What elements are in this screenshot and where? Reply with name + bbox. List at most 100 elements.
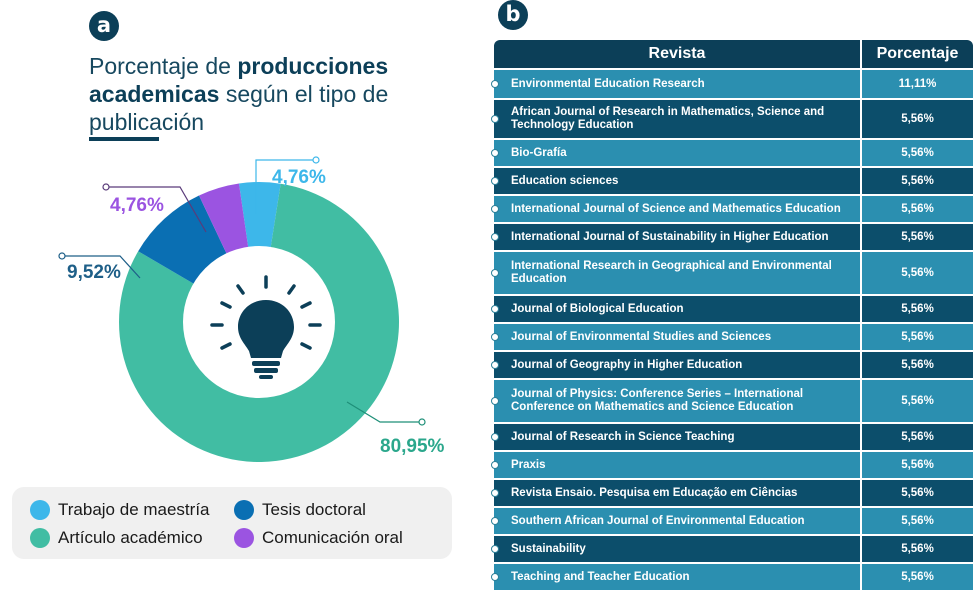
cell-revista: Journal of Physics: Conference Series – …	[494, 380, 860, 422]
table-row: Bio-Grafía 5,56%	[491, 140, 973, 166]
legend-item-comunicacion: Comunicación oral	[234, 528, 403, 548]
cell-porcentaje: 5,56%	[862, 100, 973, 138]
cell-porcentaje: 5,56%	[862, 424, 973, 450]
cell-revista: Journal of Environmental Studies and Sci…	[494, 324, 860, 350]
row-marker-dot	[491, 177, 499, 185]
leader-dot-tesis	[58, 252, 66, 260]
table-row: International Journal of Sustainability …	[491, 224, 973, 250]
cell-porcentaje: 5,56%	[862, 196, 973, 222]
table-row: Journal of Physics: Conference Series – …	[491, 380, 973, 422]
row-marker-dot	[491, 461, 499, 469]
cell-revista: Environmental Education Research	[494, 70, 860, 98]
cell-revista: African Journal of Research in Mathemati…	[494, 100, 860, 138]
legend-item-articulo: Artículo académico	[30, 528, 203, 548]
column-header-porcentaje: Porcentaje	[862, 40, 973, 68]
column-header-revista: Revista	[494, 40, 860, 68]
cell-porcentaje: 5,56%	[862, 352, 973, 378]
table-row: Environmental Education Research 11,11%	[491, 70, 973, 98]
leader-tesis	[62, 255, 141, 279]
lightbulb-icon	[210, 275, 322, 379]
leader-dot-articulo	[418, 418, 426, 426]
row-marker-dot	[491, 115, 499, 123]
legend-item-trabajo: Trabajo de maestría	[30, 500, 210, 520]
table-row: Journal of Environmental Studies and Sci…	[491, 324, 973, 350]
table-row: Teaching and Teacher Education 5,56%	[491, 564, 973, 590]
row-marker-dot	[491, 489, 499, 497]
cell-porcentaje: 5,56%	[862, 564, 973, 590]
row-marker-dot	[491, 433, 499, 441]
panel-a-badge: a	[89, 11, 119, 41]
slice-label-tesis: 9,52%	[67, 262, 121, 283]
cell-revista: Teaching and Teacher Education	[494, 564, 860, 590]
table-row: International Journal of Science and Mat…	[491, 196, 973, 222]
table-row: Journal of Geography in Higher Education…	[491, 352, 973, 378]
table-row: Revista Ensaio. Pesquisa em Educação em …	[491, 480, 973, 506]
row-marker-dot	[491, 205, 499, 213]
table-header: Revista Porcentaje	[494, 40, 973, 68]
legend-swatch-tesis	[234, 500, 254, 520]
row-marker-dot	[491, 233, 499, 241]
donut-chart: 4,76% 4,76% 9,52% 80,95%	[58, 156, 445, 462]
legend-label-tesis: Tesis doctoral	[262, 500, 366, 519]
cell-revista: Journal of Research in Science Teaching	[494, 424, 860, 450]
cell-porcentaje: 5,56%	[862, 380, 973, 422]
legend-swatch-comunicacion	[234, 528, 254, 548]
row-marker-dot	[491, 80, 499, 88]
table-row: International Research in Geographical a…	[491, 252, 973, 294]
slice-label-articulo: 80,95%	[380, 436, 445, 457]
legend-label-trabajo: Trabajo de maestría	[58, 500, 210, 519]
table-row: Praxis 5,56%	[491, 452, 973, 478]
cell-porcentaje: 11,11%	[862, 70, 973, 98]
leader-comunicacion	[106, 186, 207, 233]
leader-dot-trabajo	[312, 156, 320, 164]
table-body: Environmental Education Research 11,11% Af…	[491, 70, 973, 590]
row-marker-dot	[491, 573, 499, 581]
cell-porcentaje: 5,56%	[862, 324, 973, 350]
row-marker-dot	[491, 517, 499, 525]
legend-swatch-trabajo	[30, 500, 50, 520]
table-row: Sustainability 5,56%	[491, 536, 973, 562]
row-marker-dot	[491, 305, 499, 313]
cell-revista: Bio-Grafía	[494, 140, 860, 166]
cell-porcentaje: 5,56%	[862, 508, 973, 534]
cell-porcentaje: 5,56%	[862, 452, 973, 478]
title-underline	[89, 137, 159, 141]
panel-b-badge: b	[498, 0, 528, 30]
leader-dot-comunicacion	[102, 183, 110, 191]
row-marker-dot	[491, 397, 499, 405]
title-part-2: producciones academicas	[89, 53, 389, 107]
cell-porcentaje: 5,56%	[862, 296, 973, 322]
legend-item-tesis: Tesis doctoral	[234, 500, 366, 520]
table-row: Journal of Biological Education 5,56%	[491, 296, 973, 322]
table-row: Journal of Research in Science Teaching 5…	[491, 424, 973, 450]
cell-revista: Journal of Biological Education	[494, 296, 860, 322]
table-row: African Journal of Research in Mathemati…	[491, 100, 973, 138]
row-marker-dot	[491, 149, 499, 157]
cell-revista: International Research in Geographical a…	[494, 252, 860, 294]
cell-revista: Education sciences	[494, 168, 860, 194]
legend-label-comunicacion: Comunicación oral	[262, 528, 403, 547]
row-marker-dot	[491, 269, 499, 277]
leader-trabajo	[255, 159, 316, 214]
table-row: Education sciences 5,56%	[491, 168, 973, 194]
cell-revista: International Journal of Sustainability …	[494, 224, 860, 250]
table-row: Southern African Journal of Environmenta…	[491, 508, 973, 534]
cell-porcentaje: 5,56%	[862, 140, 973, 166]
cell-revista: Revista Ensaio. Pesquisa em Educação em …	[494, 480, 860, 506]
title-part-3: según el tipo de publicación	[89, 81, 389, 135]
cell-revista: Southern African Journal of Environmenta…	[494, 508, 860, 534]
cell-revista: Praxis	[494, 452, 860, 478]
cell-revista: Journal of Geography in Higher Education	[494, 352, 860, 378]
chart-legend: Trabajo de maestría Tesis doctoral Artíc…	[12, 487, 452, 559]
cell-porcentaje: 5,56%	[862, 224, 973, 250]
legend-swatch-articulo	[30, 528, 50, 548]
cell-porcentaje: 5,56%	[862, 168, 973, 194]
legend-label-articulo: Artículo académico	[58, 528, 203, 547]
row-marker-dot	[491, 333, 499, 341]
row-marker-dot	[491, 545, 499, 553]
leader-articulo	[346, 401, 422, 423]
cell-revista: Sustainability	[494, 536, 860, 562]
journal-table: Revista Porcentaje Environmental Educati…	[491, 40, 973, 590]
cell-porcentaje: 5,56%	[862, 480, 973, 506]
slice-label-trabajo: 4,76%	[272, 167, 326, 188]
